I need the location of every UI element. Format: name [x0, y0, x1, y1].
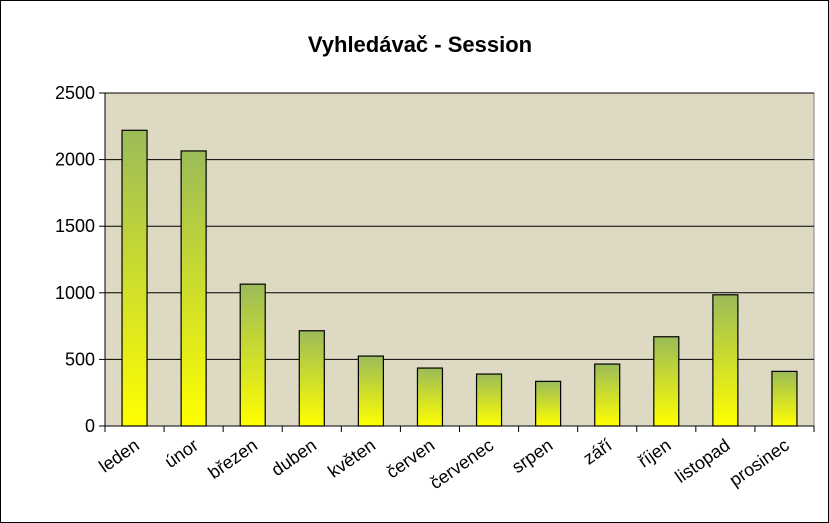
x-axis: leden únor březen duben květen červenčervenec… [95, 425, 815, 493]
x-tick-label: říjen [634, 435, 674, 471]
x-tick-label: březen [204, 435, 261, 483]
y-tick-label: 500 [65, 349, 95, 369]
x-tick-label: květen [324, 435, 379, 482]
bar-září [594, 363, 621, 427]
y-tick-label: 0 [85, 416, 95, 436]
bar-květen [357, 355, 384, 427]
x-tick-label: listopad [671, 435, 733, 487]
x-tick-label: srpen [508, 435, 556, 477]
y-axis: 0 500 1000 1500 2000 2500 [55, 83, 106, 436]
chart-title: Vyhledávač - Session [308, 32, 532, 57]
x-tick-label: září [579, 435, 615, 469]
x-tick-label: leden [95, 435, 143, 477]
plot-area [104, 92, 815, 427]
bar-únor [180, 150, 207, 427]
plot-background [104, 92, 815, 427]
bar-červenec [475, 373, 503, 427]
bar-prosinec [771, 370, 798, 427]
bar-říjen [653, 336, 680, 427]
bar-srpen [535, 380, 562, 427]
y-tick-label: 2000 [55, 150, 95, 170]
y-tick-label: 1500 [55, 216, 95, 236]
bar-leden [121, 129, 148, 427]
bars [121, 129, 798, 427]
bar-duben [298, 330, 325, 427]
x-tick-label: prosinec [726, 435, 793, 490]
bar-červen [416, 367, 444, 427]
x-tick-label: únor [161, 435, 202, 472]
x-tick-label: duben [268, 435, 320, 480]
y-tick-label: 1000 [55, 283, 95, 303]
bar-březen [239, 283, 266, 427]
x-tick-label: červenec [426, 435, 497, 493]
y-tick-label: 2500 [55, 83, 95, 103]
bar-listopad [712, 294, 739, 427]
